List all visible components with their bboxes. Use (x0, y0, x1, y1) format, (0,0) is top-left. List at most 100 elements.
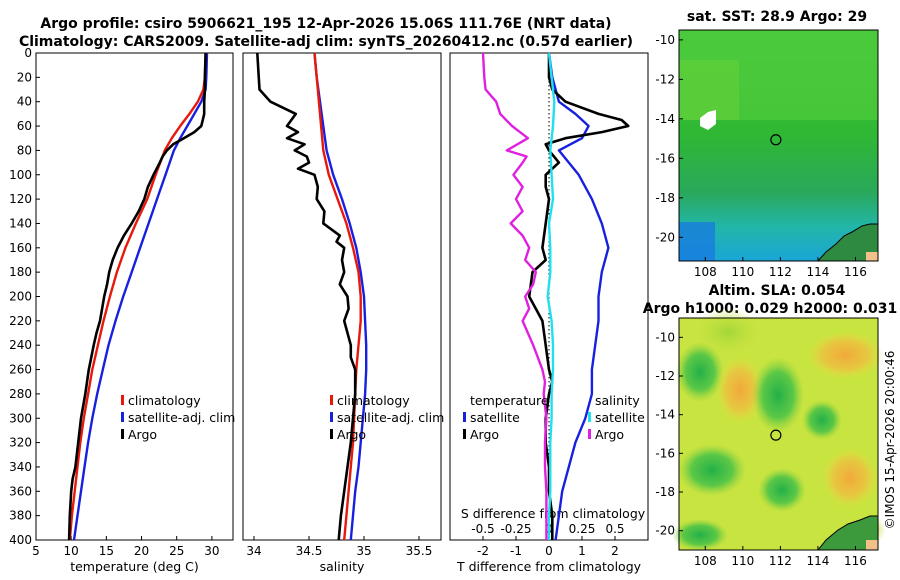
sst-missing-data (700, 110, 716, 130)
y-tick-label: 220 (9, 314, 32, 328)
y-tick-label: 180 (9, 265, 32, 279)
y-tick-label: 80 (17, 143, 32, 157)
sla-low-blob (672, 519, 728, 551)
x-tick-label: 1 (578, 544, 586, 558)
y-tick-label: 40 (17, 95, 32, 109)
legend-swatch-satellite (121, 412, 124, 422)
legend-satellite: satellite-adj. clim (128, 410, 235, 425)
satellite-line (72, 52, 209, 541)
sla-low-blob (752, 357, 804, 433)
map-x-tick-label: 112 (769, 265, 792, 279)
s-tick-label: 0.5 (605, 522, 624, 536)
x-tick-label: 15 (99, 544, 114, 558)
s-tick-label: -0.25 (500, 522, 531, 536)
x-tick-label: -1 (510, 544, 522, 558)
legend-t-satellite: satellite (470, 410, 520, 425)
map-y-tick-label: -18 (655, 191, 675, 205)
x-axis-label: T difference from climatology (456, 559, 642, 574)
map-x-tick-label: 114 (806, 265, 829, 279)
sst-cool-patch (679, 222, 715, 261)
argo-location-marker (770, 134, 782, 146)
y-tick-label: 280 (9, 387, 32, 401)
y-tick-label: 260 (9, 363, 32, 377)
s-tick-label: 0.25 (569, 522, 596, 536)
sla-high-blob (807, 331, 883, 379)
legend-s-satellite: satellite (595, 410, 645, 425)
sla-low-blob (802, 400, 842, 440)
map-y-tick-label: -20 (655, 524, 675, 538)
y-tick-label: 320 (9, 436, 32, 450)
legend-argo: Argo (128, 427, 157, 442)
x-tick-label: 30 (204, 544, 219, 558)
land-patch (866, 540, 878, 550)
figure-title-line1: Argo profile: csiro 5906621_195 12-Apr-2… (40, 16, 611, 32)
legend-swatch-satellite (330, 412, 333, 422)
y-tick-label: 340 (9, 460, 32, 474)
y-tick-label: 160 (9, 241, 32, 255)
y-tick-label: 380 (9, 509, 32, 523)
map-frame (678, 29, 879, 262)
map-y-tick-label: -16 (655, 446, 675, 460)
x-tick-label: 5 (32, 544, 40, 558)
legend-swatch-s-argo (588, 429, 591, 439)
sst-map-axes: 108 110 112 114 116 -10 -12 -14 -16 -18 -20 (655, 29, 879, 279)
sla-map-axes: 108 110 112 114 116 -10 -12 -14 -16 -18 -20 (655, 317, 879, 568)
climatology-line (313, 52, 362, 541)
x-tick-label: -2 (477, 544, 489, 558)
legend-swatch-argo (330, 429, 333, 439)
sla-map-title-line1: Altim. SLA: 0.054 (709, 283, 846, 299)
y-tick-label: 240 (9, 338, 32, 352)
x-tick-label: 25 (169, 544, 184, 558)
map-x-tick-label: 108 (694, 265, 717, 279)
x-tick-label: 2 (611, 544, 619, 558)
y-tick-label: 400 (9, 533, 32, 547)
temperature-legend: climatology satellite-adj. clim Argo (121, 393, 235, 442)
plot-frame (242, 52, 442, 541)
t-satellite-line (547, 52, 610, 541)
map-y-tick-label: -14 (655, 112, 675, 126)
sla-low-blob (758, 468, 806, 512)
legend-temperature-header: temperature (470, 393, 549, 408)
watermark: ©IMOS 15-Apr-2026 20:00:46 (883, 351, 897, 530)
salinity-panel: 34 34.5 35 35.5 salinity (242, 52, 442, 574)
y-tick-label: 60 (17, 119, 32, 133)
legend-swatch-climatology (330, 395, 333, 405)
sla-high-blob (716, 356, 764, 424)
y-tick-label: 360 (9, 484, 32, 498)
legend-swatch-argo (121, 429, 124, 439)
legend-swatch-t-argo (463, 429, 466, 439)
x-tick-label: 10 (64, 544, 79, 558)
x-tick-label: 34 (246, 544, 261, 558)
legend-climatology: climatology (337, 393, 410, 408)
temperature-panel: 5 10 15 20 25 3002040608010012014016018020022… (9, 46, 234, 574)
x-tick-label: 0 (545, 544, 553, 558)
x-tick-label: 35 (356, 544, 371, 558)
map-y-tick-label: -20 (655, 230, 675, 244)
map-x-tick-label: 116 (844, 554, 867, 568)
x-tick-label: 34.5 (296, 544, 323, 558)
map-x-tick-label: 116 (844, 265, 867, 279)
y-tick-label: 100 (9, 168, 32, 182)
legend-swatch-s-satellite (588, 412, 591, 422)
x-tick-label: 35.5 (406, 544, 433, 558)
y-tick-label: 140 (9, 216, 32, 230)
x-tick-label: 20 (134, 544, 149, 558)
y-tick-label: 200 (9, 290, 32, 304)
climatology-line (68, 52, 207, 541)
legend-s-argo: Argo (595, 427, 624, 442)
map-x-tick-label: 108 (694, 554, 717, 568)
figure-title-line2: Climatology: CARS2009. Satellite-adj cli… (19, 34, 633, 50)
sst-warm-band (679, 30, 878, 120)
legend-argo: Argo (337, 427, 366, 442)
map-x-tick-label: 114 (806, 554, 829, 568)
map-frame (678, 317, 879, 551)
s-satellite-line (546, 52, 556, 540)
y-tick-label: 300 (9, 411, 32, 425)
map-y-tick-label: -16 (655, 151, 675, 165)
sla-high-blob (822, 448, 878, 508)
sla-blob (694, 308, 762, 356)
argo-location-marker (770, 429, 782, 441)
